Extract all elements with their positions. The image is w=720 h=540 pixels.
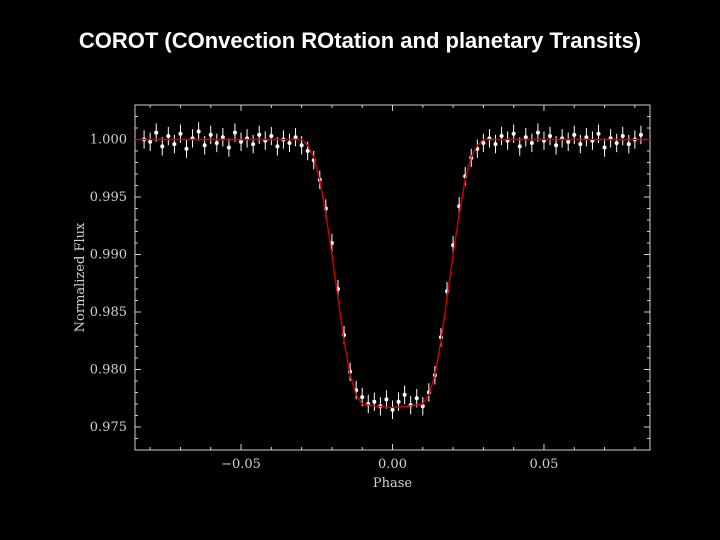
data-point <box>566 140 570 144</box>
transit-lightcurve-chart: −0.05 0.00 0.05 0.975 0.980 0.985 0.990 0.995 1.… <box>70 95 660 495</box>
ytick-label: 0.990 <box>90 248 127 263</box>
data-point <box>178 132 182 136</box>
data-point <box>584 135 588 139</box>
ytick-label: 1.000 <box>90 133 127 148</box>
data-point <box>300 143 304 147</box>
data-point <box>512 132 516 136</box>
xtick-label: 0.05 <box>529 457 558 472</box>
data-point <box>197 129 201 133</box>
data-point <box>148 140 152 144</box>
data-point <box>578 142 582 146</box>
data-point <box>615 141 619 145</box>
data-point <box>554 143 558 147</box>
data-point <box>397 400 401 404</box>
data-point <box>391 408 395 412</box>
data-point <box>360 395 364 399</box>
xtick-label: 0.00 <box>378 457 407 472</box>
data-point <box>536 131 540 135</box>
data-point <box>639 133 643 137</box>
data-point <box>288 141 292 145</box>
data-point <box>548 134 552 138</box>
data-point <box>572 133 576 137</box>
data-point <box>494 142 498 146</box>
data-point <box>294 135 298 139</box>
data-point <box>597 132 601 136</box>
data-point <box>160 144 164 148</box>
xlabel: Phase <box>373 476 413 491</box>
data-point <box>251 142 255 146</box>
data-point <box>227 146 231 150</box>
data-point <box>221 135 225 139</box>
model-fit <box>135 140 650 408</box>
data-point <box>627 142 631 146</box>
data-point <box>172 142 176 146</box>
plot-frame <box>135 105 650 450</box>
data-point <box>233 131 237 135</box>
ytick-label: 0.980 <box>90 363 127 378</box>
data-point <box>372 400 376 404</box>
slide-title: COROT (COnvection ROtation and planetary… <box>0 28 720 54</box>
data-point <box>166 134 170 138</box>
xtick-label: −0.05 <box>221 457 261 472</box>
data-point <box>209 133 213 137</box>
ytick-label: 0.995 <box>90 190 127 205</box>
data-point <box>415 396 419 400</box>
data-point <box>275 144 279 148</box>
ytick-label: 0.975 <box>90 420 127 435</box>
data-point <box>215 141 219 145</box>
data-point <box>384 397 388 401</box>
data-point <box>185 147 189 151</box>
data-point <box>257 133 261 137</box>
ylabel: Normalized Flux <box>73 222 88 332</box>
data-point <box>269 134 273 138</box>
ytick-label: 0.985 <box>90 305 127 320</box>
data-point <box>154 131 158 135</box>
data-point <box>524 135 528 139</box>
data-point <box>500 134 504 138</box>
data-point <box>239 140 243 144</box>
data-point <box>603 146 607 150</box>
data-point <box>306 149 310 153</box>
data-point <box>518 144 522 148</box>
data-point <box>203 143 207 147</box>
data-point <box>621 134 625 138</box>
data-point <box>530 141 534 145</box>
data-point <box>403 393 407 397</box>
